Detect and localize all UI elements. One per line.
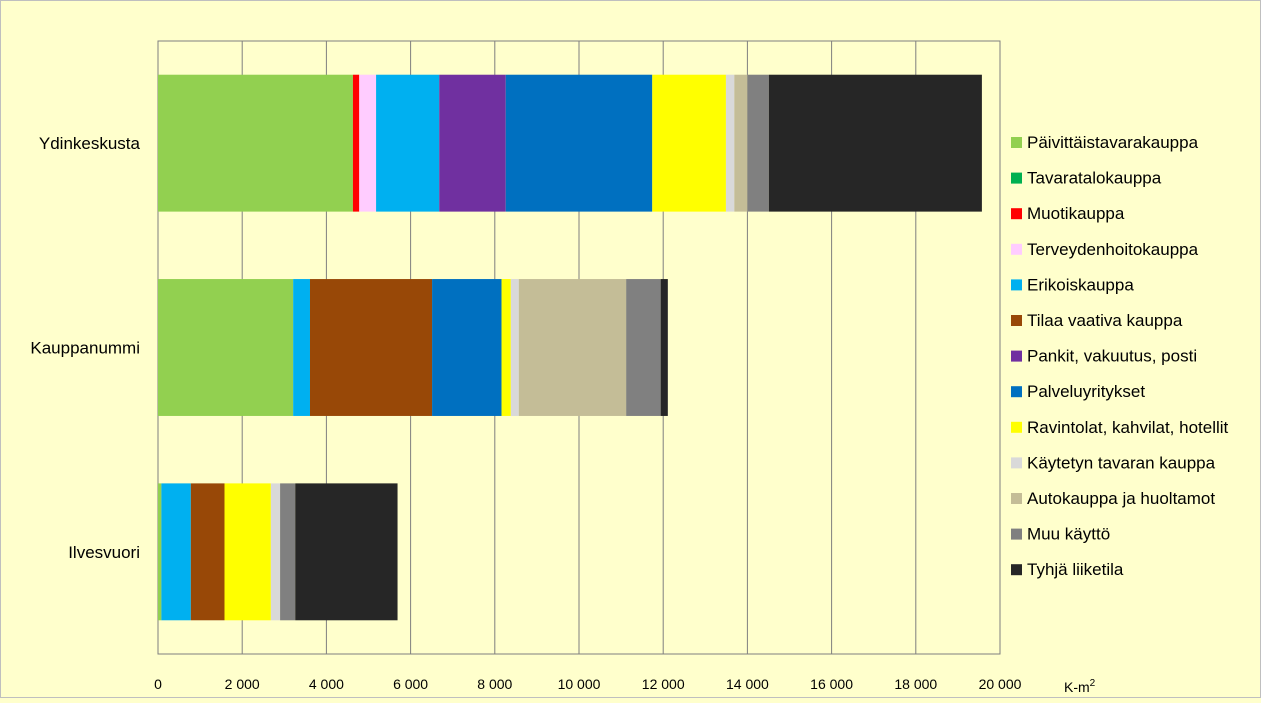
legend-swatch [1011, 243, 1022, 255]
legend-swatch [1011, 208, 1022, 220]
bar-segment [158, 279, 294, 416]
bar-segment [439, 74, 506, 212]
legend-swatch [1011, 457, 1022, 469]
bar-segment [359, 74, 377, 212]
bar-segment [295, 483, 398, 621]
x-tick-label: 18 000 [894, 676, 937, 692]
legend-label: Päivittäistavarakauppa [1027, 133, 1199, 152]
bar-segment [309, 279, 433, 416]
legend-label: Tilaa vaativa kauppa [1027, 311, 1183, 330]
x-tick-labels: 0 2 000 4 000 6 000 8 000 10 000 12 000 14 000 1… [154, 676, 1022, 692]
bar-segment [518, 279, 627, 416]
x-tick-label: 2 000 [225, 676, 260, 692]
bar-segment [734, 74, 748, 212]
x-tick-label: 6 000 [393, 676, 428, 692]
legend-label: Muotikauppa [1027, 204, 1125, 223]
bar-segment [505, 74, 653, 212]
x-tick-label: 14 000 [726, 676, 769, 692]
bar-segment [652, 74, 726, 212]
x-tick-label: 10 000 [558, 676, 601, 692]
bar-segment [510, 279, 519, 416]
legend-swatch [1011, 350, 1022, 362]
legend-swatch [1011, 386, 1022, 398]
bar-segment [293, 279, 310, 416]
category-labels: Ydinkeskusta Kauppanummi Ilvesvuori [30, 134, 140, 562]
x-tick-label: 4 000 [309, 676, 344, 692]
x-tick-label: 8 000 [477, 676, 512, 692]
bar-segment [725, 74, 735, 212]
bar-segment [376, 74, 440, 212]
legend-label: Tyhjä liiketila [1027, 560, 1124, 579]
x-tick-label: 20 000 [979, 676, 1022, 692]
bar-segment [270, 483, 281, 621]
x-axis-label: K-m2 [1064, 678, 1096, 695]
x-tick-label: 0 [154, 676, 162, 692]
category-label: Kauppanummi [30, 339, 140, 358]
legend-label: Palveluyritykset [1027, 382, 1145, 401]
legend-label: Muu käyttö [1027, 525, 1110, 544]
legend-label: Autokauppa ja huoltamot [1027, 489, 1215, 508]
bar-segment [190, 483, 225, 621]
bar-segment [158, 74, 353, 212]
bar-segment [224, 483, 271, 621]
bar-segment [626, 279, 661, 416]
legend-label: Pankit, vakuutus, posti [1027, 347, 1197, 366]
bar-segment [352, 74, 360, 212]
legend-label: Terveydenhoitokauppa [1027, 240, 1199, 259]
legend-swatch [1011, 137, 1022, 148]
legend-label: Erikoiskauppa [1027, 275, 1134, 294]
bar-segment [158, 483, 162, 621]
x-tick-label: 16 000 [810, 676, 853, 692]
bar-segment [768, 74, 982, 212]
bar-segment [432, 279, 502, 416]
bar-segment [161, 483, 191, 621]
category-label: Ydinkeskusta [39, 134, 141, 153]
bars [158, 74, 982, 621]
legend-swatch [1011, 564, 1022, 576]
legend: Päivittäistavarakauppa Tavaratalokauppa Mu… [1011, 133, 1229, 579]
legend-label: Käytetyn tavaran kauppa [1027, 453, 1216, 472]
legend-swatch [1011, 172, 1022, 184]
legend-swatch [1011, 279, 1022, 291]
x-tick-label: 12 000 [642, 676, 685, 692]
legend-label: Ravintolat, kahvilat, hotellit [1027, 418, 1229, 437]
bar-segment [501, 279, 511, 416]
legend-swatch [1011, 315, 1022, 326]
legend-label: Tavaratalokauppa [1027, 169, 1162, 188]
legend-swatch [1011, 493, 1022, 504]
bar-segment [280, 483, 296, 621]
category-label: Ilvesvuori [68, 543, 140, 562]
legend-swatch [1011, 421, 1022, 433]
legend-swatch [1011, 528, 1022, 540]
bar-segment [747, 74, 769, 212]
bar-segment [660, 279, 668, 416]
